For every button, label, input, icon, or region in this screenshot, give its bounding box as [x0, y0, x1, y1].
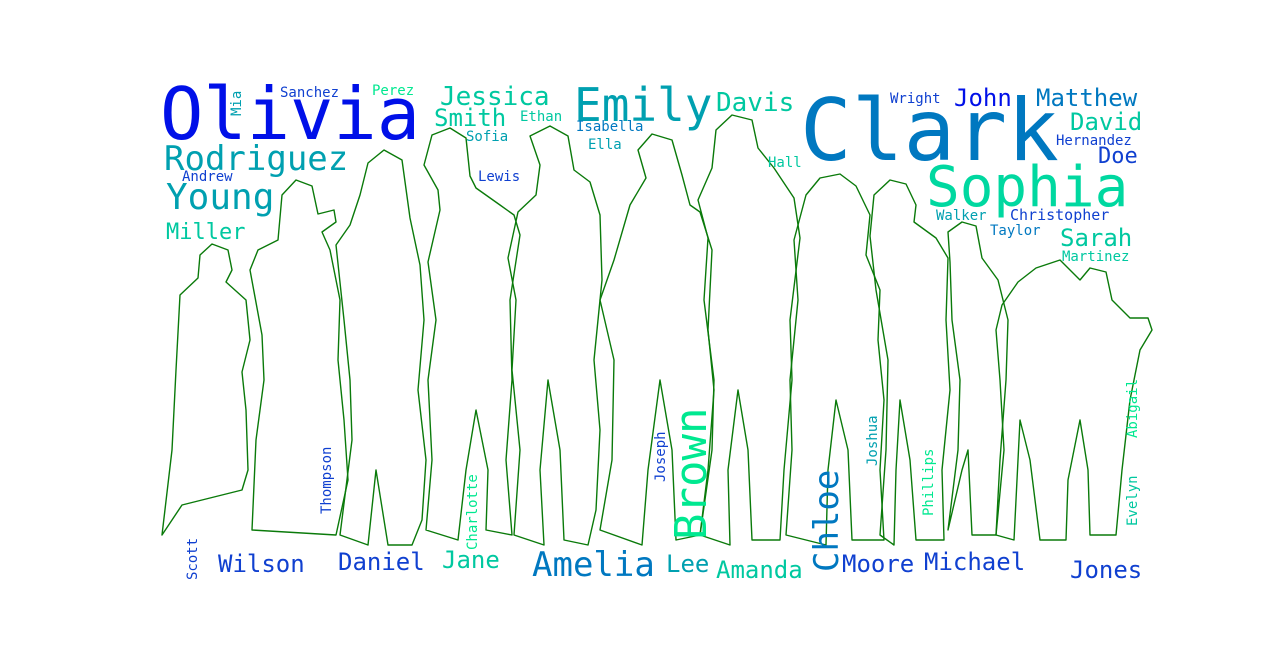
person-outline-7 [697, 114, 801, 546]
person-outline-2 [249, 179, 349, 536]
word-andrew: Andrew [182, 169, 233, 185]
word-jane: Jane [442, 546, 500, 574]
word-wilson: Wilson [218, 550, 305, 578]
word-davis: Davis [716, 88, 795, 118]
word-jones: Jones [1070, 556, 1143, 584]
word-hernandez: Hernandez [1056, 133, 1132, 149]
word-jessica: Jessica [440, 82, 550, 112]
word-olivia: Olivia [160, 72, 421, 156]
word-rodriguez: Rodriguez [164, 139, 349, 179]
word-smith: Smith [434, 104, 507, 132]
person-outline-1 [161, 243, 251, 536]
person-outline-3 [335, 149, 427, 546]
word-evelyn: Evelyn [1125, 475, 1141, 526]
word-chloe: Chloe [807, 469, 847, 572]
word-mia: Mia [229, 90, 245, 116]
word-joshua: Joshua [865, 415, 881, 466]
word-brown: Brown [666, 407, 717, 540]
word-emily: Emily [574, 78, 713, 132]
word-matthew: Matthew [1036, 84, 1138, 112]
word-isabella: Isabella [576, 119, 644, 135]
word-thompson: Thompson [319, 446, 335, 514]
word-clark: Clark [800, 81, 1059, 181]
word-young: Young [166, 177, 275, 218]
person-outline-4 [423, 127, 521, 541]
word-ethan: Ethan [520, 109, 563, 125]
person-outline-6 [599, 133, 715, 546]
person-outline-11 [995, 259, 1153, 541]
word-christopher: Christopher [1010, 206, 1110, 224]
person-outline-9 [869, 179, 951, 546]
word-abigail: Abigail [1125, 378, 1141, 438]
word-perez: Perez [372, 83, 415, 99]
word-walker: Walker [936, 208, 987, 224]
word-phillips: Phillips [921, 448, 937, 516]
word-miller: Miller [166, 220, 246, 245]
word-joseph: Joseph [653, 431, 669, 482]
word-sofia: Sofia [466, 129, 509, 145]
word-amelia: Amelia [532, 545, 655, 585]
word-moore: Moore [842, 550, 915, 578]
word-sarah: Sarah [1060, 224, 1133, 252]
word-lee: Lee [666, 550, 710, 578]
word-david: David [1070, 108, 1143, 136]
word-taylor: Taylor [990, 223, 1041, 239]
person-outline-5 [507, 125, 603, 546]
word-wright: Wright [890, 91, 941, 107]
word-ella: Ella [588, 137, 622, 153]
word-sanchez: Sanchez [280, 85, 340, 101]
person-outline-8 [785, 173, 885, 546]
word-hall: Hall [768, 155, 802, 171]
word-doe: Doe [1098, 144, 1138, 169]
word-amanda: Amanda [716, 556, 803, 584]
word-michael: Michael [924, 548, 1026, 576]
word-daniel: Daniel [338, 548, 425, 576]
word-scott: Scott [185, 537, 201, 580]
word-sophia: Sophia [926, 155, 1129, 220]
word-charlotte: Charlotte [465, 474, 481, 550]
person-outline-10 [947, 221, 1009, 536]
word-john: John [954, 84, 1012, 112]
word-martinez: Martinez [1062, 249, 1130, 265]
word-lewis: Lewis [478, 169, 521, 185]
